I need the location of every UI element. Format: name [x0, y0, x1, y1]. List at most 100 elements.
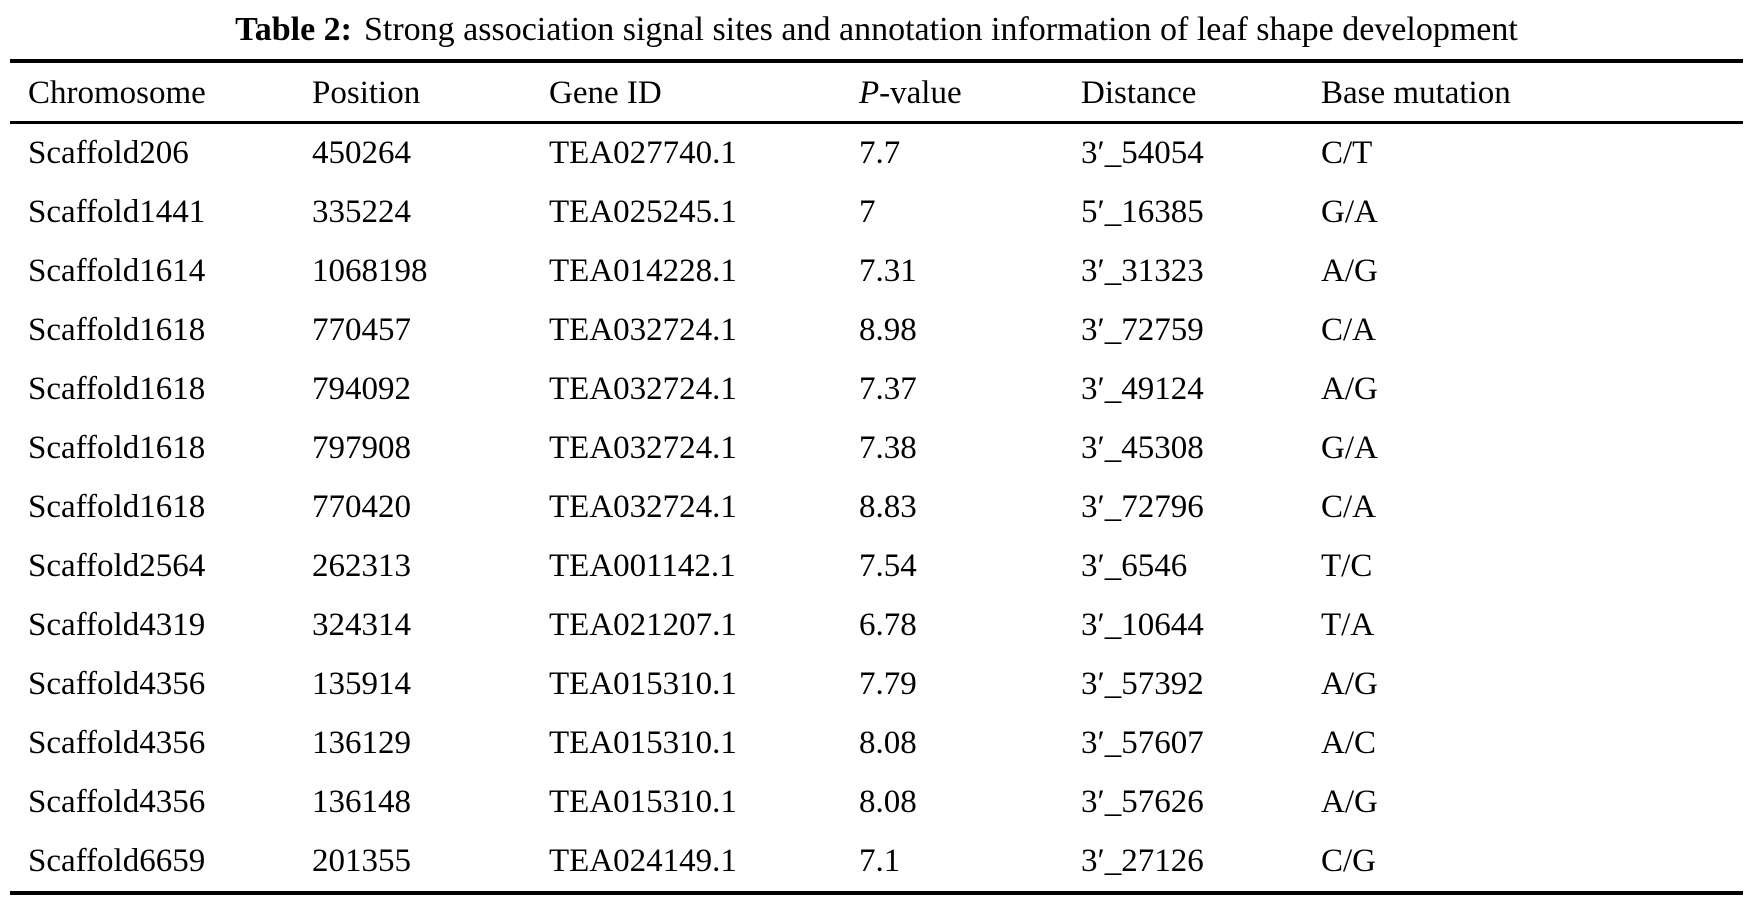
table-row: Scaffold1618 770457 TEA032724.1 8.98 3′_…	[10, 301, 1743, 360]
cell-chromosome: Scaffold4356	[28, 666, 206, 702]
cell-p-value: 8.08	[859, 725, 917, 761]
cell-distance: 3′_57626	[1081, 784, 1204, 820]
cell-distance: 3′_6546	[1081, 548, 1188, 584]
cell-p-value: 7.1	[859, 843, 901, 879]
cell-chromosome: Scaffold2564	[28, 548, 206, 584]
cell-chromosome: Scaffold206	[28, 135, 189, 171]
table-title: Table 2: Strong association signal sites …	[10, 4, 1743, 59]
cell-gene-id: TEA014228.1	[549, 253, 737, 289]
table-body: Scaffold206 450264 TEA027740.1 7.7 3′_54…	[10, 123, 1743, 894]
cell-p-value: 8.98	[859, 312, 917, 348]
cell-chromosome: Scaffold1618	[28, 489, 206, 525]
cell-distance: 3′_27126	[1081, 843, 1204, 879]
cell-chromosome: Scaffold1441	[28, 194, 206, 230]
cell-distance: 3′_10644	[1081, 607, 1204, 643]
cell-distance: 3′_57392	[1081, 666, 1204, 702]
cell-gene-id: TEA032724.1	[549, 371, 737, 407]
cell-position: 450264	[312, 135, 411, 171]
header-p-value-rest: -value	[879, 75, 962, 111]
cell-position: 135914	[312, 666, 411, 702]
cell-base-mutation: T/A	[1321, 607, 1375, 643]
cell-chromosome: Scaffold6659	[28, 843, 206, 879]
cell-position: 136129	[312, 725, 411, 761]
cell-base-mutation: A/G	[1321, 371, 1378, 407]
header-p-value-italic: P	[859, 75, 880, 111]
table-row: Scaffold1618 797908 TEA032724.1 7.38 3′_…	[10, 419, 1743, 478]
table-row: Scaffold4319 324314 TEA021207.1 6.78 3′_…	[10, 596, 1743, 655]
cell-gene-id: TEA001142.1	[549, 548, 736, 584]
cell-p-value: 7	[859, 194, 876, 230]
table-row: Scaffold1441 335224 TEA025245.1 7 5′_163…	[10, 183, 1743, 242]
cell-gene-id: TEA024149.1	[549, 843, 737, 879]
cell-chromosome: Scaffold4356	[28, 784, 206, 820]
cell-gene-id: TEA027740.1	[549, 135, 737, 171]
cell-gene-id: TEA015310.1	[549, 666, 737, 702]
cell-position: 797908	[312, 430, 411, 466]
cell-gene-id: TEA021207.1	[549, 607, 737, 643]
cell-chromosome: Scaffold1618	[28, 371, 206, 407]
cell-base-mutation: G/A	[1321, 194, 1378, 230]
header-gene-id: Gene ID	[549, 75, 662, 111]
cell-position: 201355	[312, 843, 411, 879]
cell-position: 262313	[312, 548, 411, 584]
cell-position: 324314	[312, 607, 411, 643]
table-row: Scaffold206 450264 TEA027740.1 7.7 3′_54…	[10, 123, 1743, 184]
cell-distance: 3′_31323	[1081, 253, 1204, 289]
cell-distance: 3′_54054	[1081, 135, 1204, 171]
cell-distance: 3′_72796	[1081, 489, 1204, 525]
table-title-label: Table 2:	[235, 11, 352, 48]
table-row: Scaffold6659 201355 TEA024149.1 7.1 3′_2…	[10, 832, 1743, 893]
cell-gene-id: TEA032724.1	[549, 489, 737, 525]
cell-p-value: 7.38	[859, 430, 917, 466]
cell-base-mutation: A/G	[1321, 253, 1378, 289]
cell-position: 770457	[312, 312, 411, 348]
cell-chromosome: Scaffold1618	[28, 430, 206, 466]
cell-gene-id: TEA015310.1	[549, 725, 737, 761]
cell-p-value: 8.83	[859, 489, 917, 525]
cell-base-mutation: A/C	[1321, 725, 1377, 761]
cell-p-value: 7.7	[859, 135, 901, 171]
cell-gene-id: TEA032724.1	[549, 312, 737, 348]
cell-base-mutation: G/A	[1321, 430, 1378, 466]
table-row: Scaffold1618 770420 TEA032724.1 8.83 3′_…	[10, 478, 1743, 537]
cell-distance: 5′_16385	[1081, 194, 1204, 230]
cell-distance: 3′_45308	[1081, 430, 1204, 466]
cell-chromosome: Scaffold4319	[28, 607, 206, 643]
table-row: Scaffold4356 136129 TEA015310.1 8.08 3′_…	[10, 714, 1743, 773]
cell-base-mutation: A/G	[1321, 666, 1378, 702]
table-title-caption: Strong association signal sites and anno…	[363, 11, 1518, 48]
cell-chromosome: Scaffold4356	[28, 725, 206, 761]
table-row: Scaffold1618 794092 TEA032724.1 7.37 3′_…	[10, 360, 1743, 419]
cell-p-value: 7.54	[859, 548, 917, 584]
header-base-mutation: Base mutation	[1321, 75, 1511, 111]
cell-position: 770420	[312, 489, 411, 525]
cell-gene-id: TEA015310.1	[549, 784, 737, 820]
cell-position: 1068198	[312, 253, 428, 289]
cell-base-mutation: C/T	[1321, 135, 1373, 171]
cell-position: 794092	[312, 371, 411, 407]
cell-p-value: 6.78	[859, 607, 917, 643]
cell-distance: 3′_49124	[1081, 371, 1204, 407]
cell-gene-id: TEA032724.1	[549, 430, 737, 466]
cell-position: 335224	[312, 194, 411, 230]
association-signal-table: Chromosome Position Gene ID P-value Dist…	[10, 59, 1743, 895]
cell-distance: 3′_57607	[1081, 725, 1204, 761]
cell-chromosome: Scaffold1618	[28, 312, 206, 348]
table-row: Scaffold1614 1068198 TEA014228.1 7.31 3′…	[10, 242, 1743, 301]
header-distance: Distance	[1081, 75, 1197, 111]
cell-distance: 3′_72759	[1081, 312, 1204, 348]
header-row: Chromosome Position Gene ID P-value Dist…	[10, 61, 1743, 123]
cell-p-value: 7.79	[859, 666, 917, 702]
cell-p-value: 8.08	[859, 784, 917, 820]
cell-p-value: 7.37	[859, 371, 917, 407]
cell-base-mutation: C/G	[1321, 843, 1377, 879]
cell-base-mutation: C/A	[1321, 312, 1377, 348]
cell-chromosome: Scaffold1614	[28, 253, 206, 289]
table-row: Scaffold2564 262313 TEA001142.1 7.54 3′_…	[10, 537, 1743, 596]
header-position: Position	[312, 75, 421, 111]
cell-base-mutation: C/A	[1321, 489, 1377, 525]
cell-base-mutation: A/G	[1321, 784, 1378, 820]
cell-gene-id: TEA025245.1	[549, 194, 737, 230]
cell-position: 136148	[312, 784, 411, 820]
